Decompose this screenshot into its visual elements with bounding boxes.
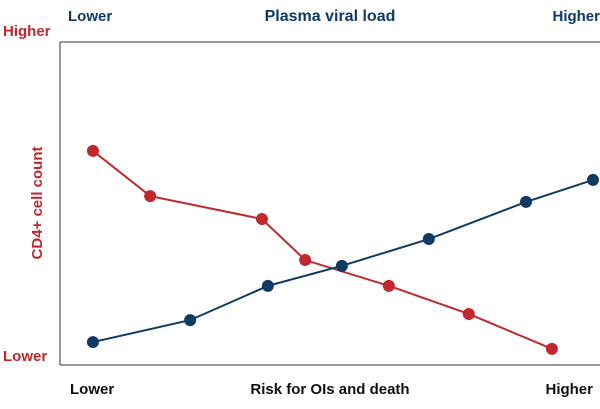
- data-point: [86, 144, 99, 157]
- top-axis-title: Plasma viral load: [265, 8, 396, 25]
- data-point: [586, 173, 599, 186]
- data-point: [520, 195, 533, 208]
- data-point: [462, 307, 475, 320]
- x-axis-title: Risk for OIs and death: [250, 381, 409, 398]
- data-point: [144, 190, 157, 203]
- x-tick-label: Higher: [545, 381, 593, 398]
- x2-tick-label: Higher: [552, 8, 600, 25]
- data-point: [261, 279, 274, 292]
- x2-tick-label: Lower: [68, 8, 112, 25]
- y-tick-label: Lower: [3, 348, 47, 365]
- data-point: [255, 213, 268, 226]
- x-tick-label: Lower: [70, 381, 114, 398]
- data-point: [545, 342, 558, 355]
- data-point: [382, 279, 395, 292]
- y-axis-title: CD4+ cell count: [29, 147, 46, 260]
- data-point: [422, 233, 435, 246]
- data-point: [335, 259, 348, 272]
- y-tick-label: Higher: [3, 23, 51, 40]
- data-point: [184, 314, 197, 327]
- data-point: [299, 254, 312, 267]
- data-point: [86, 336, 99, 349]
- series-line: [92, 150, 553, 350]
